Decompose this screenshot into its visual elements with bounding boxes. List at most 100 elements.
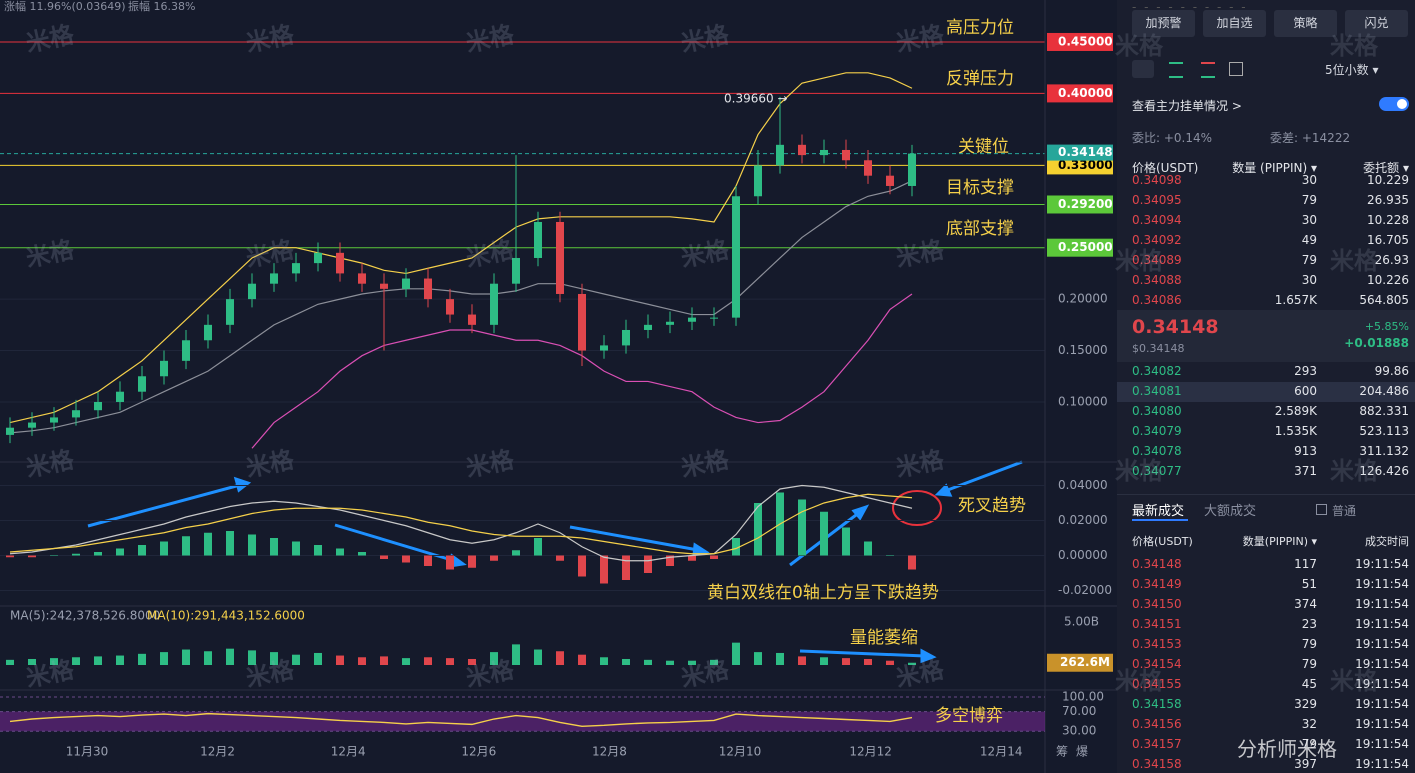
book-header[interactable]: 数量 (PIPPIN) ▾ (1232, 161, 1317, 175)
macd-bar (688, 555, 696, 561)
button[interactable]: 加自选 (1203, 10, 1266, 37)
side-panel: - - - - - - - - - - 加预警 加自选 策略 闪兑 5位小数 ▾… (1115, 0, 1415, 773)
macd-bar (28, 555, 36, 558)
level-box (1047, 156, 1113, 175)
level-box (1047, 84, 1113, 103)
tab[interactable]: 最新成交 (1132, 504, 1185, 519)
view-icon[interactable] (1169, 62, 1183, 78)
candle-body (468, 314, 476, 325)
button[interactable]: 加预警 (1132, 10, 1195, 37)
trade-time: 19:11:54 (1355, 617, 1409, 631)
candle-body (270, 273, 278, 284)
trade-price: 0.34155 (1132, 677, 1182, 691)
candle-body (424, 278, 432, 300)
watermark: 米格 (23, 235, 77, 273)
level-label: 0.45000 (1058, 34, 1113, 48)
button[interactable]: 闪兑 (1345, 10, 1408, 37)
book-qty: 79 (1301, 253, 1317, 267)
volume-bar (138, 653, 146, 665)
button[interactable]: 策略 (1274, 10, 1337, 37)
volume-bar (314, 652, 322, 665)
candle-body (446, 299, 454, 315)
book-price: 0.34077 (1132, 464, 1182, 478)
candle-body (732, 196, 740, 318)
watermark: 米格 (1115, 667, 1163, 695)
macd-bar (710, 555, 718, 559)
volume-bar (666, 660, 674, 665)
view-icon[interactable] (1229, 62, 1243, 76)
macd-bar (380, 555, 388, 559)
macd-bar (622, 555, 630, 580)
candle-body (204, 324, 212, 341)
x-tick-label: 12月2 (200, 745, 235, 759)
trade-price: 0.34150 (1132, 597, 1182, 611)
book-qty: 30 (1301, 213, 1317, 227)
candle-body (182, 340, 190, 361)
volume-bar (490, 652, 498, 665)
book-price: 0.34079 (1132, 424, 1182, 438)
view-icon[interactable] (1132, 60, 1154, 78)
trade-qty: 374 (1294, 597, 1317, 611)
book-price: 0.34095 (1132, 193, 1182, 207)
arrow (944, 460, 1023, 493)
watermark: 米格 (463, 445, 517, 483)
checkbox-label[interactable]: 普通 (1332, 504, 1357, 518)
macd-bar (732, 538, 740, 556)
change-pct: +5.85% (1364, 320, 1409, 333)
watermark: 米格 (893, 445, 947, 483)
candle-body (534, 221, 542, 258)
volume-bar (292, 654, 300, 665)
trade-time: 19:11:54 (1355, 737, 1409, 751)
view-icon[interactable] (1201, 62, 1215, 78)
trade-qty: 45 (1301, 677, 1317, 691)
book-amount: 204.486 (1359, 384, 1409, 398)
macd-bar (270, 538, 278, 556)
high-note: 0.39660 → (724, 91, 788, 105)
book-amount: 564.805 (1359, 293, 1409, 307)
watermark: 米格 (243, 445, 297, 483)
book-amount: 99.86 (1374, 364, 1409, 378)
volume-bar (50, 658, 58, 665)
x-tick-label: 11月30 (66, 745, 109, 759)
level-box (1047, 238, 1113, 257)
book-qty: 371 (1294, 464, 1317, 478)
trade-time: 19:11:54 (1355, 697, 1409, 711)
candle-body (248, 283, 256, 300)
toggle[interactable] (1379, 97, 1409, 111)
main-orders[interactable]: 查看主力挂单情况 > (1132, 99, 1242, 113)
tab[interactable]: 大额成交 (1204, 504, 1257, 519)
macd-bar (72, 553, 80, 556)
trade-header: 成交时间 (1365, 535, 1409, 548)
trade-time: 19:11:54 (1355, 557, 1409, 571)
candle-body (644, 324, 652, 330)
trade-time: 19:11:54 (1355, 597, 1409, 611)
macd-bar (600, 555, 608, 584)
book-header[interactable]: 委托额 ▾ (1363, 161, 1409, 175)
watermark: 米格 (893, 655, 947, 693)
watermark: 米格 (243, 235, 297, 273)
book-price: 0.34078 (1132, 444, 1182, 458)
bid-ratio: 委比: +0.14% (1132, 131, 1213, 145)
candle-body (138, 376, 146, 392)
macd-bar (94, 552, 102, 556)
candle-body (490, 283, 498, 325)
volume-bar (248, 650, 256, 665)
volume-bar (446, 658, 454, 665)
book-amount: 10.228 (1367, 213, 1409, 227)
y-tick-label: 0.20000 (1058, 292, 1108, 306)
volume-bar (72, 657, 80, 665)
last-price-label: 0.34148 (1058, 145, 1113, 159)
watermark: 米格 (243, 20, 297, 58)
volume-bar (864, 658, 872, 665)
y-tick-label: 30.00 (1062, 724, 1096, 738)
arrow (569, 525, 699, 552)
book-price: 0.34098 (1132, 173, 1182, 187)
trade-price: 0.34158 (1132, 697, 1182, 711)
trade-header[interactable]: 数量(PIPPIN) ▾ (1242, 535, 1317, 548)
checkbox[interactable] (1316, 504, 1327, 515)
macd-bar (292, 541, 300, 556)
book-price: 0.34081 (1132, 384, 1182, 398)
macd-bar (886, 555, 894, 556)
decimals[interactable]: 5位小数 ▾ (1325, 63, 1379, 77)
volume-bar (94, 656, 102, 665)
